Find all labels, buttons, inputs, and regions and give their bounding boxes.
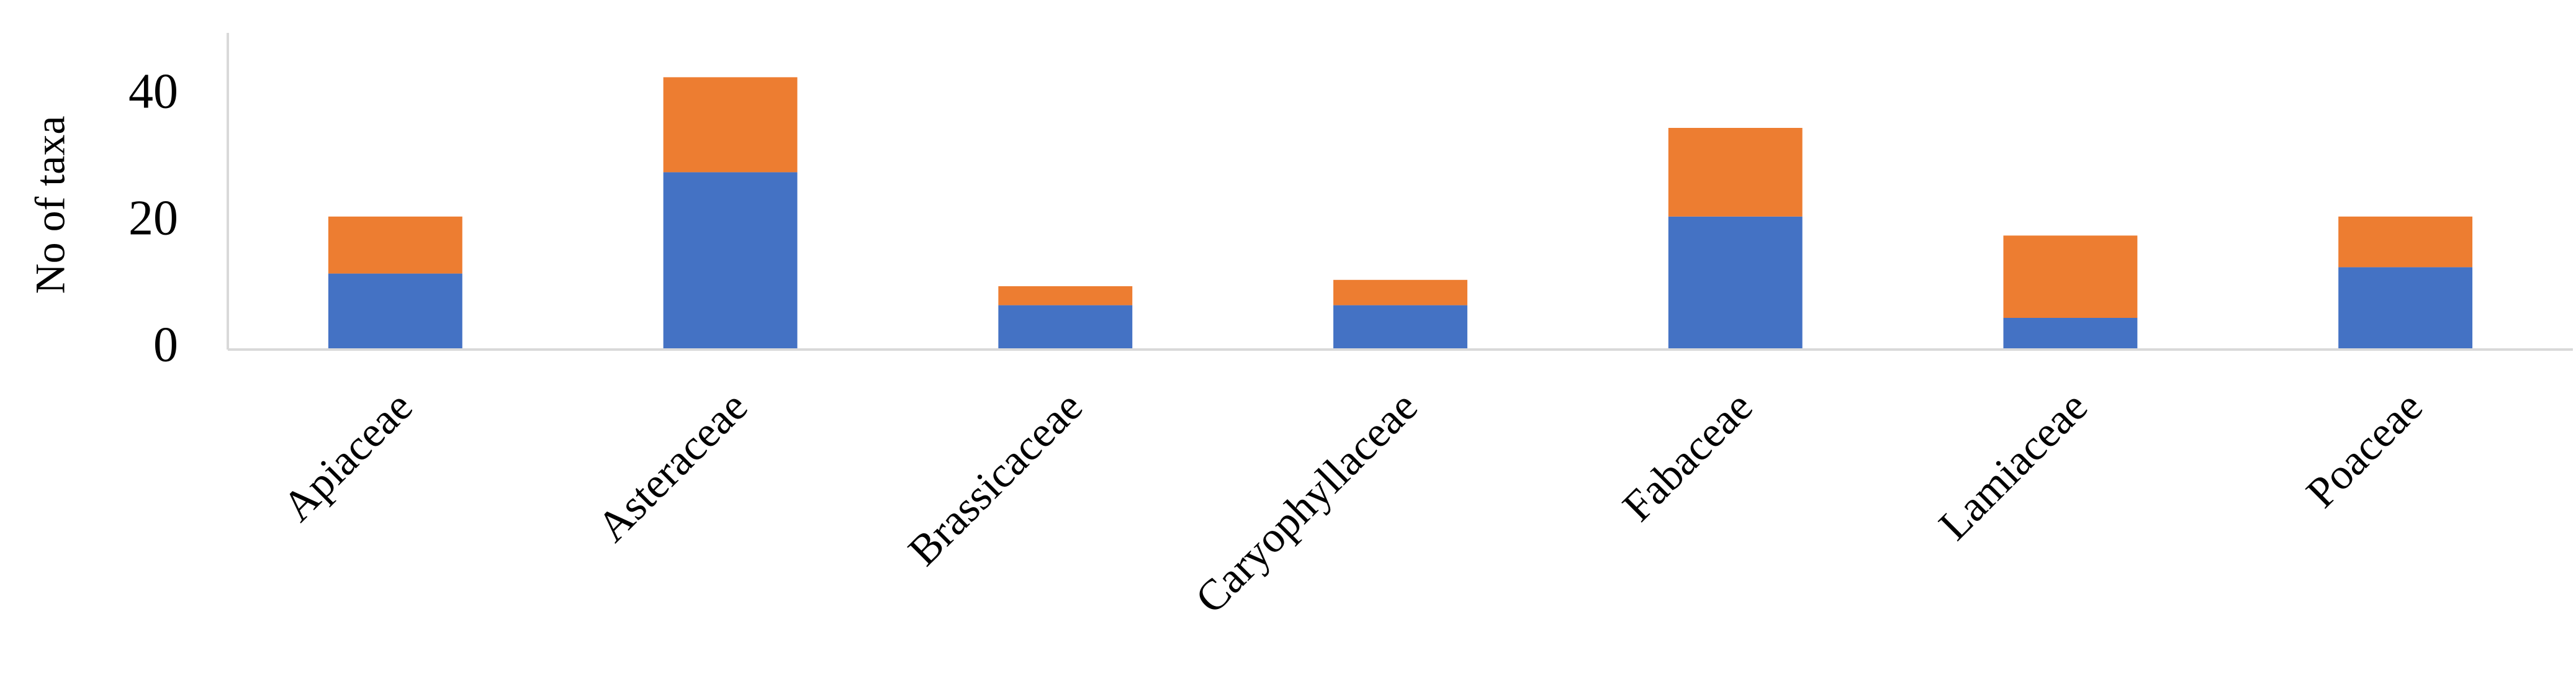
y-tick-label: 0 [153,317,178,372]
bar-segment [1333,279,1467,305]
x-tick-label: Fabaceae [1614,382,1762,531]
x-tick-label: Poaceae [2297,382,2432,517]
bar-segment [663,172,798,350]
x-tick-label: Lamiaceae [1930,382,2097,549]
bar-segment [1668,216,1803,350]
y-axis-title: No of taxa [27,115,74,294]
bar-segment [328,216,462,274]
bar-segment [998,286,1133,305]
bar-segment [328,273,462,350]
bar-segment [2003,318,2138,350]
bar-segment [2338,216,2473,268]
bar-segment [2338,267,2473,350]
bar-segment [1668,128,1803,217]
x-tick-label: Brassicaceae [899,382,1092,575]
x-tick-label: Apiaceae [274,382,422,531]
bar-segment [663,77,798,173]
bar-segment [1333,305,1467,350]
x-tick-label: Caryophyllaceae [1187,382,1427,623]
x-tick-label: Asteraceae [588,382,757,551]
y-tick-label: 40 [128,64,178,119]
y-tick-label: 20 [128,191,178,245]
bar-segment [2003,235,2138,318]
bar-segment [998,305,1133,350]
